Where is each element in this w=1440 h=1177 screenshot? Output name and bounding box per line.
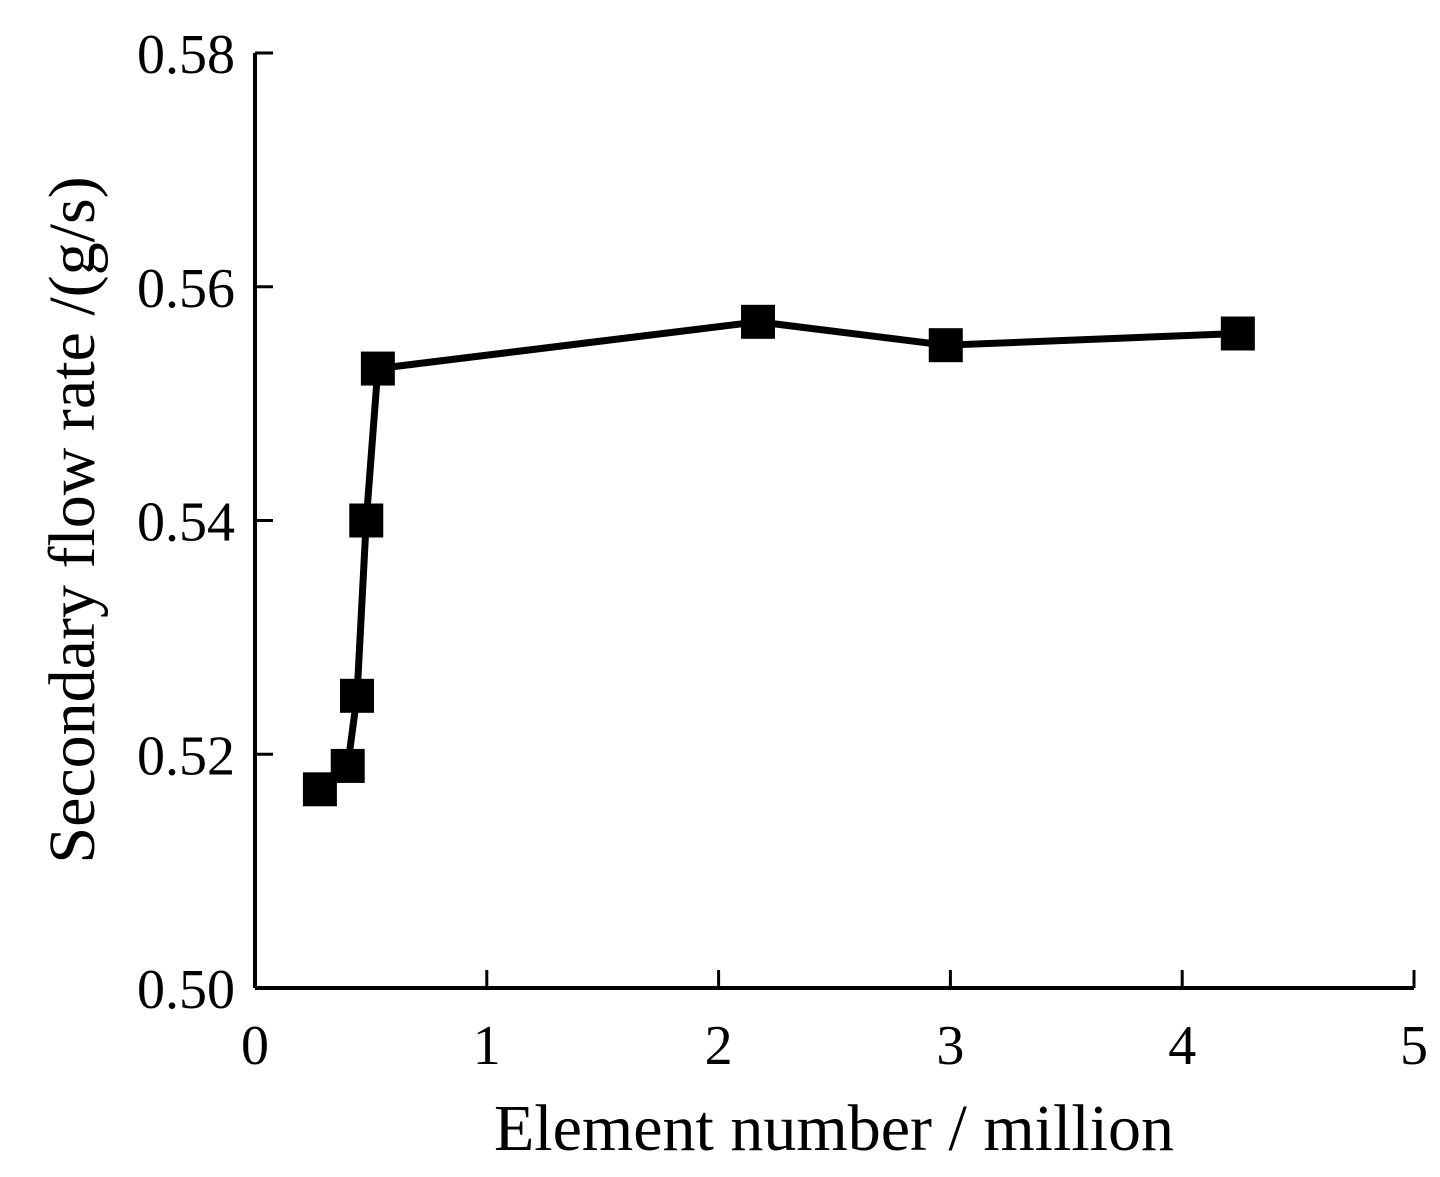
series-line — [317, 318, 1238, 792]
x-tick-label: 5 — [1400, 1015, 1428, 1077]
axes — [253, 53, 1414, 990]
x-tick-label: 1 — [473, 1015, 501, 1077]
data-point-marker — [1220, 316, 1255, 351]
data-point-marker — [741, 304, 776, 339]
x-tick-label: 4 — [1168, 1015, 1196, 1077]
data-point-marker — [339, 678, 374, 713]
y-tick-label: 0.50 — [137, 959, 235, 1021]
series — [302, 304, 1255, 807]
x-axis-title: Element number / million — [494, 1092, 1174, 1165]
x-tick-label: 3 — [936, 1015, 964, 1077]
y-ticks: 0.50 0.52 0.54 0.56 0.58 — [137, 24, 273, 1021]
x-tick-label: 0 — [241, 1015, 269, 1077]
x-ticks: 0 1 2 3 4 5 — [241, 970, 1428, 1077]
y-tick-label: 0.58 — [137, 24, 235, 86]
data-point-marker — [349, 503, 384, 538]
y-tick-label: 0.54 — [137, 492, 235, 554]
y-axis-title: Secondary flow rate /(g/s) — [36, 176, 109, 863]
data-point-marker — [330, 748, 365, 783]
data-point-marker — [928, 328, 963, 363]
x-tick-label: 2 — [705, 1015, 733, 1077]
y-tick-label: 0.52 — [137, 725, 235, 787]
y-tick-label: 0.56 — [137, 258, 235, 320]
data-point-marker — [360, 351, 395, 386]
